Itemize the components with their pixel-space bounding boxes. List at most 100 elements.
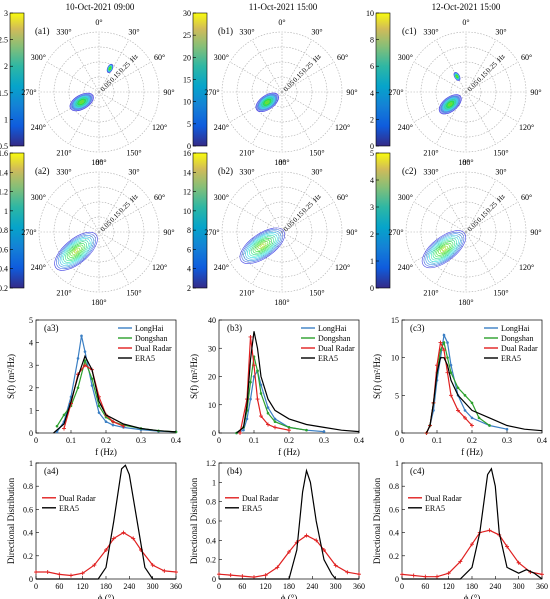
- data-point: [256, 369, 259, 373]
- polar-plot-c2: 0° 30° 60° 90° 120° 150° 180° 210° 240° 270° 300° 3…: [388, 158, 541, 307]
- polar-spoke: [229, 201, 283, 233]
- x-tick-label: 180: [100, 582, 112, 591]
- spectrum-contour: [430, 238, 457, 261]
- polar-spoke: [281, 39, 313, 93]
- colorbar-tick-label: 4: [370, 89, 374, 98]
- data-point: [111, 419, 115, 424]
- y-axis-label: Directional Distribution: [6, 477, 16, 564]
- colorbar-tick-label: 6: [187, 245, 191, 254]
- y-tick-label: 30: [208, 344, 216, 353]
- polar-angle-label: 180°: [458, 298, 473, 307]
- polar-angle-label: 60°: [337, 53, 348, 62]
- colorbar-b1: 0 5 10 15 20 25 30: [183, 9, 208, 151]
- polar-angle-label: 90°: [530, 88, 541, 97]
- data-point: [242, 428, 245, 432]
- x-tick-label: 0.4: [171, 436, 181, 445]
- y-tick-label: 0.8: [389, 482, 399, 491]
- data-point: [287, 428, 291, 433]
- panel-tag: (b3): [227, 323, 242, 333]
- y-tick-label: 15: [391, 316, 399, 325]
- colorbar-gradient: [9, 12, 25, 147]
- polar-spoke: [465, 39, 497, 93]
- colorbar-tick-label: 6: [370, 62, 374, 71]
- polar-spoke: [98, 39, 130, 93]
- polar-spoke: [465, 61, 519, 93]
- y-axis-label: S(f) (m²/Hz): [372, 354, 382, 399]
- spectrum-contour: [425, 233, 463, 266]
- colorbar-c1: 0 2 4 6 8 10: [366, 9, 391, 151]
- colorbar-gradient: [375, 12, 391, 147]
- x-tick-label: 0: [217, 436, 221, 445]
- series-line-era5: [219, 468, 359, 580]
- polar-spoke: [413, 61, 467, 93]
- legend-label: Dual Radar: [59, 494, 96, 503]
- colorbar-tick-label: 1.5: [0, 89, 8, 98]
- polar-angle-label: 240°: [31, 263, 46, 272]
- polar-freq-label: Hz: [311, 192, 322, 203]
- y-axis-label: S(f) (m²/Hz): [6, 354, 16, 399]
- x-tick-label: 120: [443, 582, 455, 591]
- x-tick-label: 0.3: [136, 436, 146, 445]
- polar-angle-label: 30°: [495, 27, 506, 36]
- line-chart-a4: 0 60 120 180 240 300 360 0 0.2 0.4 0.6 0.8 1 ϕ (°) Dir…: [6, 459, 182, 599]
- y-tick-label: 0: [29, 575, 33, 584]
- data-point: [245, 417, 249, 421]
- spectrum-contour: [72, 247, 80, 255]
- polar-freq-label: 0.25: [301, 60, 316, 75]
- polar-plot-b2: 0° 30° 60° 90° 120° 150° 180° 210° 240° 270° 300° 3…: [204, 158, 357, 307]
- data-point: [104, 548, 108, 552]
- data-point: [76, 386, 80, 390]
- colorbar-tick-label: 30: [183, 9, 191, 18]
- spectrum-contour: [254, 239, 271, 253]
- colorbar-tick-label: 1: [4, 207, 8, 216]
- legend-label: ERA5: [242, 504, 262, 513]
- x-tick-label: 0: [217, 582, 221, 591]
- panel-tag: (c1): [402, 26, 417, 36]
- spectrum-contour: [429, 236, 459, 262]
- panel-tag: (a4): [44, 466, 59, 476]
- data-point: [97, 411, 101, 414]
- polar-spoke: [98, 91, 152, 123]
- data-point: [435, 574, 439, 579]
- data-point: [357, 572, 361, 577]
- x-tick-label: 0.2: [101, 436, 111, 445]
- x-tick-label: 180: [466, 582, 478, 591]
- polar-angle-label: 120°: [519, 263, 534, 272]
- data-point: [76, 357, 80, 360]
- polar-angle-label: 60°: [154, 53, 165, 62]
- polar-angle-label: 30°: [311, 167, 322, 176]
- polar-angle-label: 210°: [423, 149, 438, 158]
- spectrum-contour: [448, 102, 453, 107]
- polar-spoke: [46, 61, 100, 93]
- y-tick-label: 0.2: [206, 556, 216, 565]
- series-line-era5: [236, 331, 360, 434]
- data-point: [487, 528, 492, 533]
- data-point: [287, 549, 291, 554]
- data-point: [449, 371, 453, 375]
- spectrum-contour: [441, 247, 447, 252]
- polar-freq-label: Hz: [128, 192, 139, 203]
- polar-angle-label: 300°: [398, 53, 413, 62]
- data-point: [505, 544, 509, 549]
- spectrum-contour: [260, 243, 265, 248]
- polar-angle-label: 120°: [152, 263, 167, 272]
- polar-freq-label: 0.25: [485, 200, 500, 215]
- data-point: [400, 572, 404, 577]
- x-tick-label: 300: [513, 582, 525, 591]
- data-point: [304, 533, 309, 538]
- polar-angle-label: 210°: [239, 149, 254, 158]
- colorbar-tick-label: 0.2: [0, 284, 8, 293]
- y-tick-label: 0.6: [206, 517, 216, 526]
- polar-angle-label: 120°: [335, 263, 350, 272]
- data-point: [259, 414, 263, 419]
- spectrum-contour: [256, 241, 269, 251]
- data-point: [345, 570, 350, 575]
- colorbar-tick-label: 0.4: [0, 265, 8, 274]
- polar-spoke: [98, 61, 152, 93]
- data-point: [240, 574, 245, 579]
- x-tick-label: 240: [306, 582, 318, 591]
- polar-angle-label: 120°: [152, 123, 167, 132]
- data-point: [463, 394, 467, 397]
- panel-tag: (c4): [410, 466, 425, 476]
- legend-label: ERA5: [501, 354, 521, 363]
